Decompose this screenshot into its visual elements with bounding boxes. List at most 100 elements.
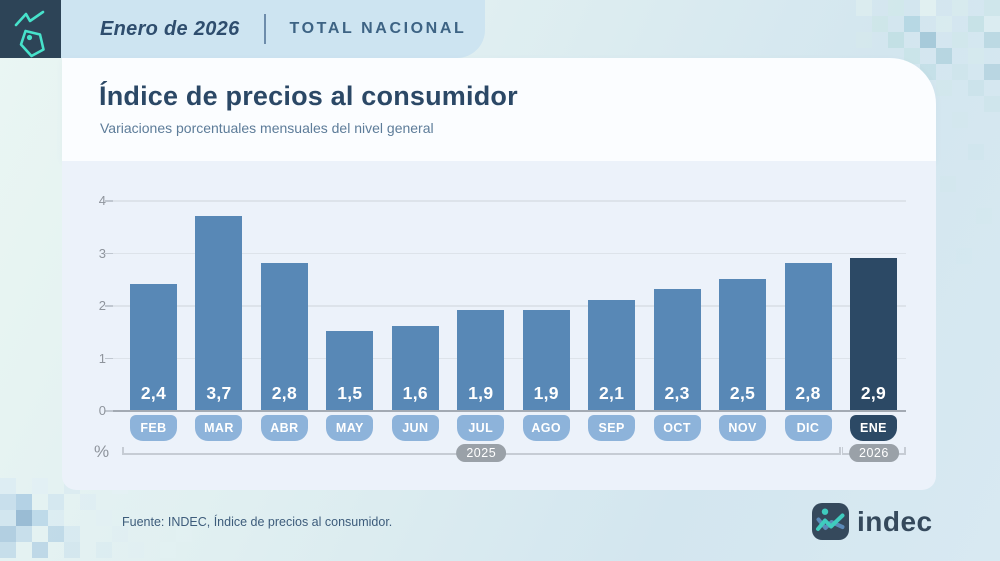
mosaic-square [972, 288, 988, 304]
mosaic-square [0, 494, 16, 510]
mosaic-square [984, 96, 1000, 112]
y-axis-tick [105, 252, 113, 254]
indec-logo: indec [812, 503, 933, 540]
bar-DIC [784, 263, 832, 410]
y-axis-label: 3 [98, 245, 106, 261]
year-bracket-tick [122, 446, 124, 454]
mosaic-square [968, 80, 984, 96]
mosaic-square [968, 144, 984, 160]
bar-AGO [522, 310, 570, 410]
mosaic-square [904, 48, 920, 64]
bar-value-DIC: 2,8 [795, 383, 821, 403]
x-axis-label-JUL: JUL [457, 415, 505, 441]
page-subtitle: Variaciones porcentuales mensuales del n… [100, 120, 434, 136]
mosaic-square [16, 494, 32, 510]
price-tag-icon [14, 10, 45, 58]
mosaic-square [0, 510, 16, 526]
bar-value-ABR: 2,8 [271, 383, 297, 403]
mosaic-square [920, 32, 936, 48]
gridline [113, 305, 906, 307]
mosaic-square [144, 510, 160, 526]
mosaic-square [984, 64, 1000, 80]
header-band: Enero de 2026 TOTAL NACIONAL [61, 0, 485, 58]
y-axis-unit-label: % [94, 442, 110, 461]
mosaic-square [0, 478, 16, 494]
title-card: Índice de precios al consumidor Variacio… [62, 58, 936, 161]
mosaic-square [952, 0, 968, 16]
year-label-2025: 2025 [456, 444, 507, 462]
mosaic-square [872, 16, 888, 32]
mosaic-square [0, 542, 16, 558]
mosaic-square [160, 542, 176, 558]
x-axis-label-OCT: OCT [653, 415, 701, 441]
bar-ENE [849, 258, 897, 410]
x-axis-label-MAY: MAY [326, 415, 374, 441]
year-bracket-tick [839, 446, 841, 454]
mosaic-square [984, 0, 1000, 16]
bar-value-ENE: 2,9 [860, 383, 887, 403]
mosaic-square [64, 542, 80, 558]
mosaic-square [32, 478, 48, 494]
y-axis-label: 4 [98, 193, 106, 208]
header-divider [263, 14, 266, 44]
mosaic-square [936, 16, 952, 32]
bar-ABR [260, 263, 308, 410]
bar-OCT [653, 289, 701, 410]
mosaic-square [112, 526, 128, 542]
bar-SEP [588, 300, 636, 410]
source-note: Fuente: INDEC, Índice de precios al cons… [122, 515, 393, 529]
year-label-2026: 2026 [849, 444, 899, 462]
bar-value-JUN: 1,6 [402, 383, 428, 403]
bar-MAY [326, 331, 374, 410]
mosaic-square [32, 510, 48, 526]
mosaic-square [968, 16, 984, 32]
page-title: Índice de precios al consumidor [99, 81, 518, 111]
mosaic-square [952, 112, 968, 128]
bar-value-NOV: 2,5 [729, 383, 756, 403]
gridline [113, 200, 906, 202]
mosaic-square [940, 176, 956, 192]
y-axis-tick [105, 410, 113, 412]
mosaic-square [968, 48, 984, 64]
x-axis-label-ABR: ABR [260, 415, 308, 441]
bar-JUL [457, 310, 505, 410]
mosaic-square [920, 0, 936, 16]
bar-value-MAR: 3,7 [206, 383, 232, 403]
mosaic-square [80, 494, 96, 510]
bar-MAR [195, 216, 243, 410]
report-period: Enero de 2026 [100, 17, 240, 40]
mosaic-square [984, 16, 1000, 32]
bar-value-JUL: 1,9 [468, 383, 494, 403]
mosaic-square [32, 542, 48, 558]
chart-area: 0 1 2 3 4 2,4 FEB 3,7 MAR 2,8 ABR 1,5 MAY 1,6 JUN 1,9 JU… [62, 161, 936, 490]
mosaic-square [96, 510, 112, 526]
mosaic-square [856, 32, 872, 48]
x-axis-label-NOV: NOV [719, 415, 767, 441]
x-axis-label-FEB: FEB [130, 415, 177, 441]
x-axis-label-AGO: AGO [522, 415, 570, 441]
bar-FEB [130, 284, 177, 410]
bar-value-MAY: 1,5 [337, 383, 363, 403]
mosaic-square [16, 510, 32, 526]
mosaic-square [48, 526, 64, 542]
y-axis-tick [105, 305, 113, 307]
mosaic-square [856, 0, 872, 16]
mosaic-square [96, 542, 112, 558]
bar-value-AGO: 1,9 [533, 383, 559, 403]
gridline [113, 252, 906, 254]
year-bracket-tick [904, 446, 906, 454]
x-axis-label-MAR: MAR [195, 415, 243, 441]
brand-logo-tile [0, 0, 61, 58]
mosaic-square [16, 526, 32, 542]
mosaic-square [888, 32, 904, 48]
year-bracket-tick [841, 446, 844, 454]
mosaic-square [936, 80, 952, 96]
indec-logo-icon [812, 503, 849, 540]
bar-value-OCT: 2,3 [664, 383, 690, 403]
mosaic-square [956, 248, 972, 264]
mosaic-square [936, 48, 952, 64]
x-axis-label-DIC: DIC [784, 415, 832, 441]
y-axis-tick [105, 357, 113, 359]
mosaic-square [48, 510, 64, 526]
